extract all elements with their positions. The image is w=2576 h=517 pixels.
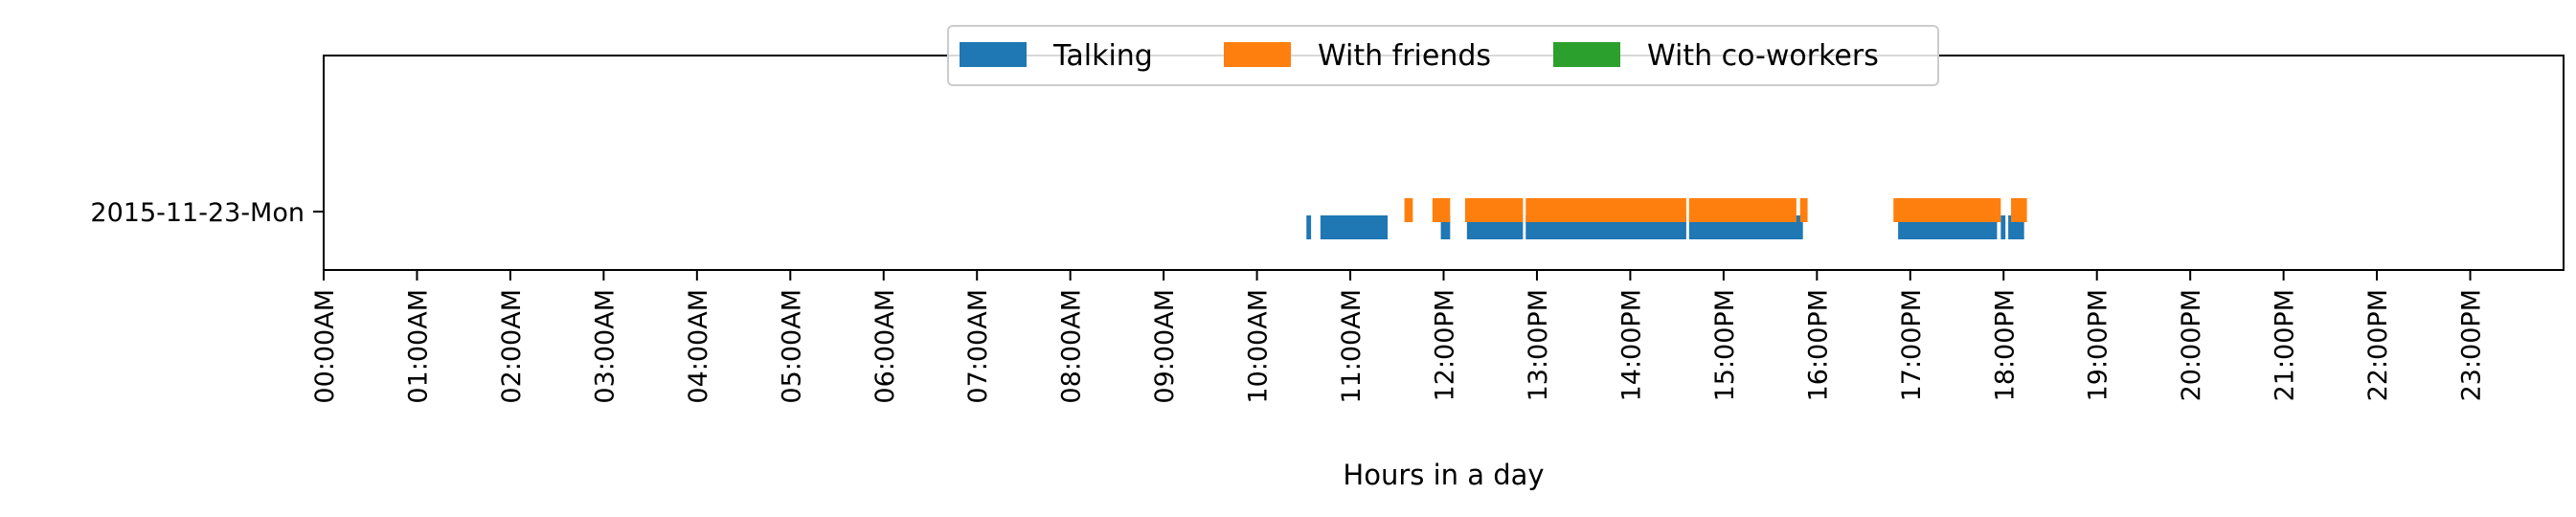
x-tick-label: 02:00AM: [497, 289, 527, 404]
bar-with-friends-0: [1404, 198, 1413, 222]
bar-talking-1: [1320, 215, 1389, 239]
bar-with-friends-1: [1432, 198, 1451, 222]
bar-with-friends-5: [1799, 198, 1808, 222]
y-axis: 2015-11-23-Mon: [90, 198, 324, 228]
legend-entry-with-co-workers: With co-workers: [1553, 39, 1879, 73]
x-tick-label: 09:00AM: [1150, 289, 1180, 404]
x-tick-label: 10:00AM: [1244, 289, 1274, 404]
x-tick-label: 13:00PM: [1524, 289, 1553, 401]
x-tick-label: 23:00PM: [2457, 289, 2487, 401]
bar-with-friends-6: [1893, 198, 2001, 222]
legend: Talking With friends With co-workers: [947, 25, 1939, 86]
legend-entry-talking: Talking: [960, 39, 1153, 73]
x-tick-label: 17:00PM: [1897, 289, 1927, 401]
bar-with-friends-4: [1688, 198, 1796, 222]
legend-label: Talking: [1052, 39, 1153, 73]
x-axis-label: Hours in a day: [1343, 459, 1544, 491]
bar-talking-2: [1440, 215, 1451, 239]
x-tick-label: 04:00AM: [684, 289, 713, 404]
x-tick-label: 03:00AM: [590, 289, 620, 404]
legend-swatch: [1224, 42, 1291, 67]
x-tick-label: 21:00PM: [2271, 289, 2300, 401]
legend-swatch: [960, 42, 1027, 67]
x-tick-label: 01:00AM: [403, 289, 433, 404]
x-tick-label: 22:00PM: [2363, 289, 2393, 401]
x-tick-label: 16:00PM: [1803, 289, 1833, 401]
y-tick-label: 2015-11-23-Mon: [90, 198, 305, 228]
x-tick-label: 12:00PM: [1431, 289, 1460, 401]
x-tick-label: 06:00AM: [870, 289, 900, 404]
legend-label: With friends: [1318, 39, 1491, 73]
x-tick-label: 05:00AM: [777, 289, 806, 404]
activity-bars: [1306, 198, 2027, 239]
x-tick-label: 00:00AM: [310, 289, 340, 404]
bar-with-friends-3: [1525, 198, 1686, 222]
x-tick-label: 20:00PM: [2177, 289, 2206, 401]
x-tick-label: 18:00PM: [1990, 289, 2020, 401]
legend-entry-with-friends: With friends: [1224, 39, 1491, 73]
x-tick-label: 19:00PM: [2084, 289, 2113, 401]
x-tick-label: 15:00PM: [1710, 289, 1740, 401]
legend-box: [947, 25, 1939, 86]
x-tick-label: 08:00AM: [1057, 289, 1087, 404]
x-tick-label: 14:00PM: [1616, 289, 1646, 401]
bar-with-friends-7: [2011, 198, 2027, 222]
bar-talking-0: [1306, 215, 1312, 239]
x-axis: 00:00AM 01:00AM 02:00AM 03:00AM 04:00AM 05:00…: [310, 270, 2487, 404]
x-tick-label: 07:00AM: [963, 289, 993, 404]
x-tick-label: 11:00AM: [1337, 289, 1367, 404]
legend-swatch: [1553, 42, 1620, 67]
bar-talking-7: [2000, 215, 2006, 239]
bar-with-friends-2: [1464, 198, 1524, 222]
legend-label: With co-workers: [1647, 39, 1879, 73]
